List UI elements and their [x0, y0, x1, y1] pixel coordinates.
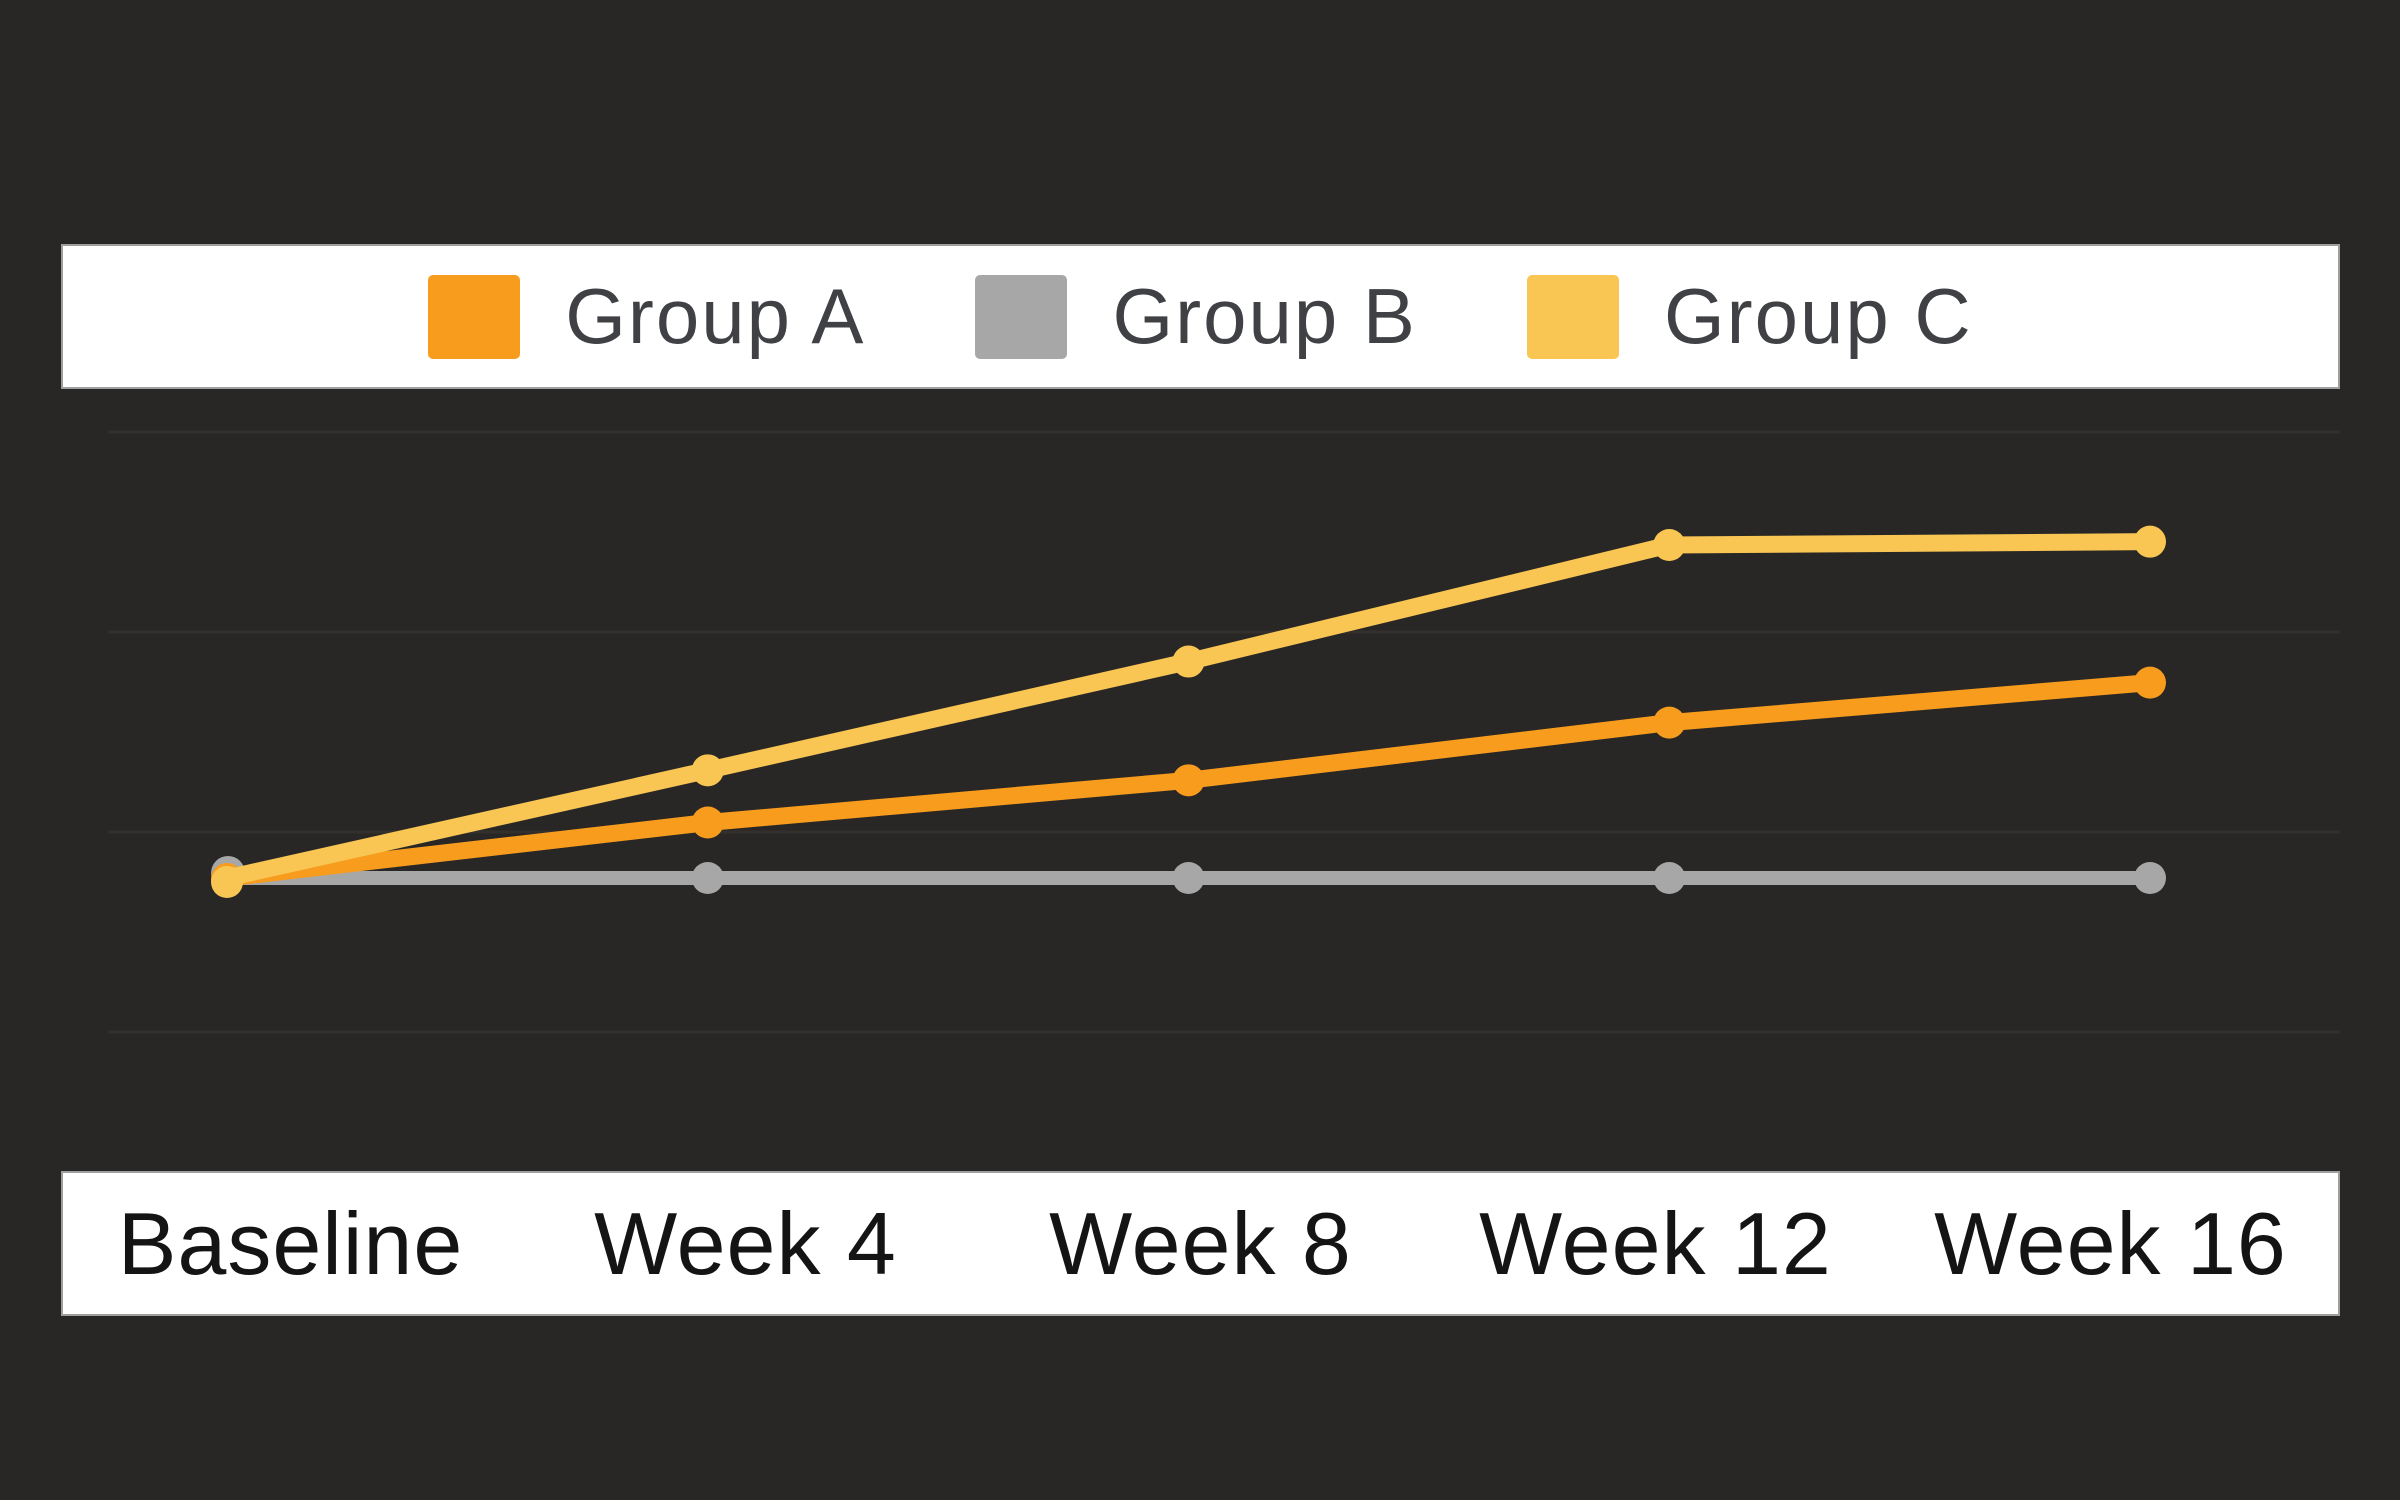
data-point-group-a — [2134, 666, 2166, 699]
data-point-group-b — [2134, 862, 2166, 894]
data-point-group-a — [691, 806, 724, 839]
x-axis-labels: Baseline Week 4 Week 8 Week 12 Week 16 — [61, 1171, 2340, 1316]
legend-item-group-c: Group C — [1526, 271, 1973, 362]
data-point-group-a — [1172, 764, 1205, 797]
x-axis-label-week-12: Week 12 — [1479, 1193, 1832, 1293]
x-axis-label-baseline: Baseline — [117, 1193, 464, 1293]
data-point-group-c — [1653, 529, 1686, 561]
legend-swatch-group-c — [1526, 274, 1619, 359]
x-axis-label-week-16: Week 16 — [1934, 1193, 2287, 1293]
legend-label: Group C — [1663, 272, 1973, 360]
legend-swatch-group-a — [428, 274, 521, 359]
data-point-group-a — [1653, 706, 1686, 739]
data-point-group-c — [2134, 525, 2166, 558]
data-point-group-c — [211, 866, 243, 898]
data-point-group-c — [1172, 645, 1205, 678]
legend-label: Group B — [1112, 272, 1417, 360]
data-point-group-b — [691, 862, 724, 894]
legend-item-group-a: Group A — [428, 271, 865, 362]
x-axis-label-week-8: Week 8 — [1049, 1193, 1352, 1293]
x-axis-label-week-4: Week 4 — [594, 1193, 897, 1293]
legend-swatch-group-b — [975, 274, 1068, 359]
legend: Group A Group B Group C — [61, 244, 2340, 389]
data-point-group-c — [691, 754, 724, 787]
legend-label: Group A — [565, 272, 866, 360]
legend-item-group-b: Group B — [975, 271, 1416, 362]
data-point-group-b — [1172, 862, 1205, 894]
data-point-group-b — [1653, 862, 1686, 894]
